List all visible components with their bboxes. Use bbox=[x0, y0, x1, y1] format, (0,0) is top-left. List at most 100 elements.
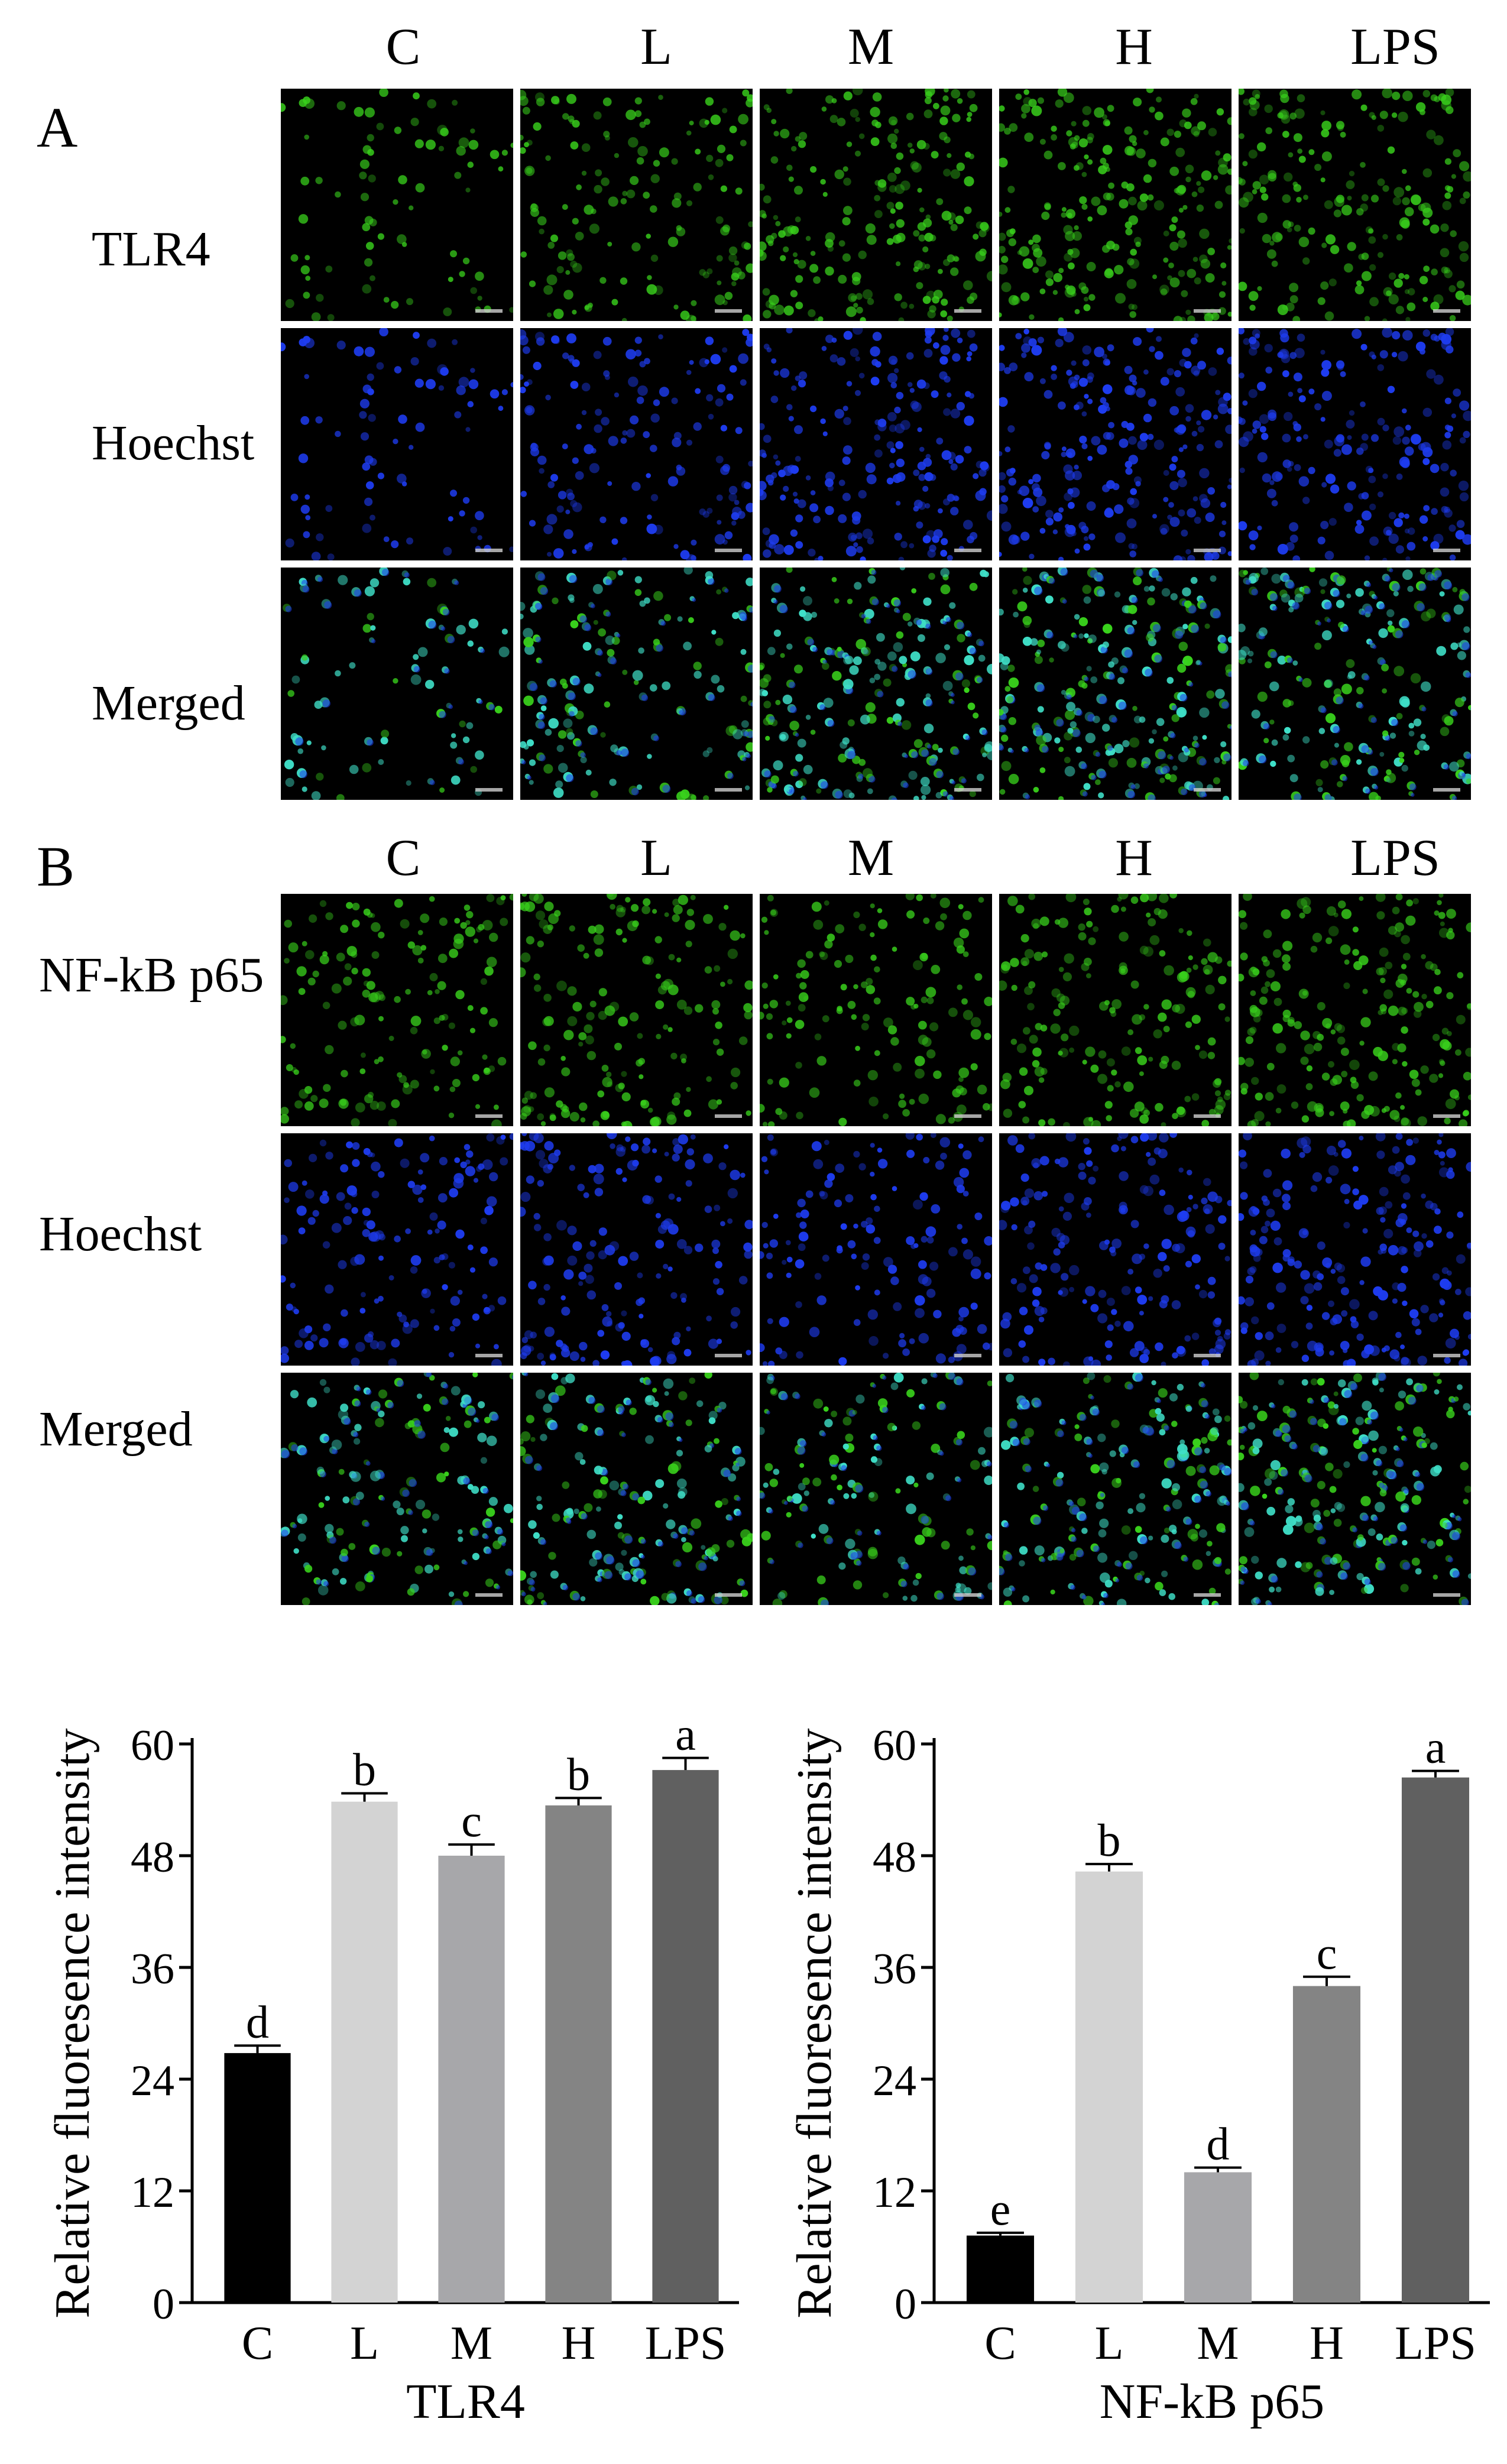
scale-bar bbox=[954, 549, 981, 552]
scale-bar bbox=[475, 1593, 503, 1597]
y-tick-label: 12 bbox=[131, 2168, 174, 2217]
bar-LPS bbox=[652, 1770, 719, 2303]
panel-a-row-tlr4: TLR4 bbox=[92, 222, 210, 277]
panel-b-col-m: M bbox=[847, 829, 895, 887]
micrograph-green-0 bbox=[281, 894, 513, 1126]
scale-bar bbox=[1433, 309, 1460, 313]
bar-H bbox=[1292, 1986, 1361, 2303]
x-tick-label-L: L bbox=[1095, 2317, 1124, 2369]
sig-letter-LPS: a bbox=[1425, 1721, 1446, 1773]
y-tick-label: 48 bbox=[873, 1833, 916, 1882]
scale-bar bbox=[475, 1114, 503, 1118]
bar-H bbox=[545, 1805, 612, 2303]
micrograph-merge-3 bbox=[999, 1373, 1231, 1605]
micrograph-blue-2 bbox=[760, 328, 992, 560]
x-axis-label: NF-kB p65 bbox=[1100, 2374, 1324, 2429]
sig-letter-L: b bbox=[1098, 1814, 1121, 1866]
scale-bar bbox=[715, 1114, 742, 1118]
panel-b-row-hoechst: Hoechst bbox=[39, 1207, 202, 1262]
sig-letter-C: d bbox=[246, 1996, 269, 2047]
tlr4-bar-chart: Relative fluoresence intensity 0 12 24 36 48 6… bbox=[45, 1708, 739, 2429]
y-axis-label: Relative fluoresence intensity bbox=[787, 1728, 842, 2318]
sig-letter-M: d bbox=[1207, 2118, 1230, 2170]
x-tick-label-M: M bbox=[451, 2317, 492, 2369]
scale-bar bbox=[954, 1114, 981, 1118]
micrograph-blue-3 bbox=[999, 328, 1231, 560]
panel-a-col-m: M bbox=[847, 18, 895, 76]
scale-bar bbox=[475, 788, 503, 792]
sig-letter-LPS: a bbox=[675, 1708, 696, 1760]
micrograph-merge-3 bbox=[999, 568, 1231, 800]
micrograph-merge-0 bbox=[281, 568, 513, 800]
sig-letter-H: b bbox=[567, 1748, 590, 1800]
x-tick-label-M: M bbox=[1197, 2317, 1239, 2369]
bar-M bbox=[438, 1856, 505, 2303]
panel-b-row-merged: Merged bbox=[39, 1402, 193, 1457]
panel-a-letter: A bbox=[37, 96, 78, 159]
sig-letter-C: e bbox=[990, 2183, 1011, 2235]
panel-a-row-merged: Merged bbox=[92, 676, 245, 731]
x-axis-label: TLR4 bbox=[406, 2374, 525, 2429]
y-tick-label: 60 bbox=[873, 1721, 916, 1770]
y-tick-label: 60 bbox=[131, 1721, 174, 1770]
y-axis-label: Relative fluoresence intensity bbox=[45, 1728, 100, 2318]
scale-bar bbox=[954, 309, 981, 313]
micrograph-merge-1 bbox=[520, 568, 753, 800]
scale-bar bbox=[954, 1593, 981, 1597]
micrograph-blue-2 bbox=[760, 1133, 992, 1366]
y-tick-label: 12 bbox=[873, 2168, 916, 2217]
scale-bar bbox=[715, 1354, 742, 1357]
y-tick-label: 48 bbox=[131, 1833, 174, 1882]
x-tick-label-C: C bbox=[984, 2317, 1016, 2369]
micrograph-green-4 bbox=[1239, 894, 1471, 1126]
y-tick-label: 24 bbox=[873, 2057, 916, 2105]
bar-M bbox=[1184, 2172, 1252, 2303]
scale-bar bbox=[1194, 1354, 1221, 1357]
panel-b-col-c: C bbox=[385, 829, 421, 887]
scale-bar bbox=[1433, 549, 1460, 552]
micrograph-blue-0 bbox=[281, 1133, 513, 1366]
sig-letter-H: c bbox=[1317, 1927, 1337, 1979]
micrograph-green-1 bbox=[520, 89, 753, 321]
micrograph-blue-1 bbox=[520, 328, 753, 560]
micrograph-blue-4 bbox=[1239, 328, 1471, 560]
panel-b-col-h: H bbox=[1115, 829, 1153, 887]
micrograph-merge-4 bbox=[1239, 568, 1471, 800]
panel-b-row-nfkb: NF-kB p65 bbox=[39, 948, 264, 1003]
micrograph-green-3 bbox=[999, 89, 1231, 321]
y-tick-label: 0 bbox=[153, 2280, 174, 2329]
scale-bar bbox=[1194, 549, 1221, 552]
micrograph-merge-4 bbox=[1239, 1373, 1471, 1605]
scale-bar bbox=[715, 549, 742, 552]
panel-a-col-l: L bbox=[640, 18, 672, 76]
scale-bar bbox=[1433, 788, 1460, 792]
bar-L bbox=[1075, 1871, 1143, 2303]
x-tick-label-L: L bbox=[350, 2317, 379, 2369]
scale-bar bbox=[715, 1593, 742, 1597]
panel-a-col-c: C bbox=[385, 18, 421, 76]
panel-b-col-l: L bbox=[640, 829, 672, 887]
panel-b-col-lps: LPS bbox=[1350, 829, 1440, 887]
scale-bar bbox=[715, 309, 742, 313]
scale-bar bbox=[1433, 1114, 1460, 1118]
x-tick-label-C: C bbox=[242, 2317, 273, 2369]
micrograph-green-3 bbox=[999, 894, 1231, 1126]
sig-letter-M: c bbox=[461, 1795, 482, 1846]
x-tick-label-LPS: LPS bbox=[645, 2317, 727, 2369]
panel-a-col-h: H bbox=[1115, 18, 1153, 76]
panel-a-image-grid bbox=[281, 89, 1471, 800]
scale-bar bbox=[1194, 1593, 1221, 1597]
micrograph-blue-1 bbox=[520, 1133, 753, 1366]
scale-bar bbox=[475, 309, 503, 313]
bar-L bbox=[331, 1801, 398, 2303]
micrograph-merge-2 bbox=[760, 1373, 992, 1605]
panel-a-col-lps: LPS bbox=[1350, 18, 1440, 76]
micrograph-merge-2 bbox=[760, 568, 992, 800]
micrograph-blue-0 bbox=[281, 328, 513, 560]
scale-bar bbox=[475, 1354, 503, 1357]
scale-bar bbox=[1433, 1354, 1460, 1357]
y-tick-label: 36 bbox=[873, 1945, 916, 1993]
y-tick-label: 36 bbox=[131, 1945, 174, 1993]
micrograph-green-0 bbox=[281, 89, 513, 321]
scale-bar bbox=[1194, 788, 1221, 792]
